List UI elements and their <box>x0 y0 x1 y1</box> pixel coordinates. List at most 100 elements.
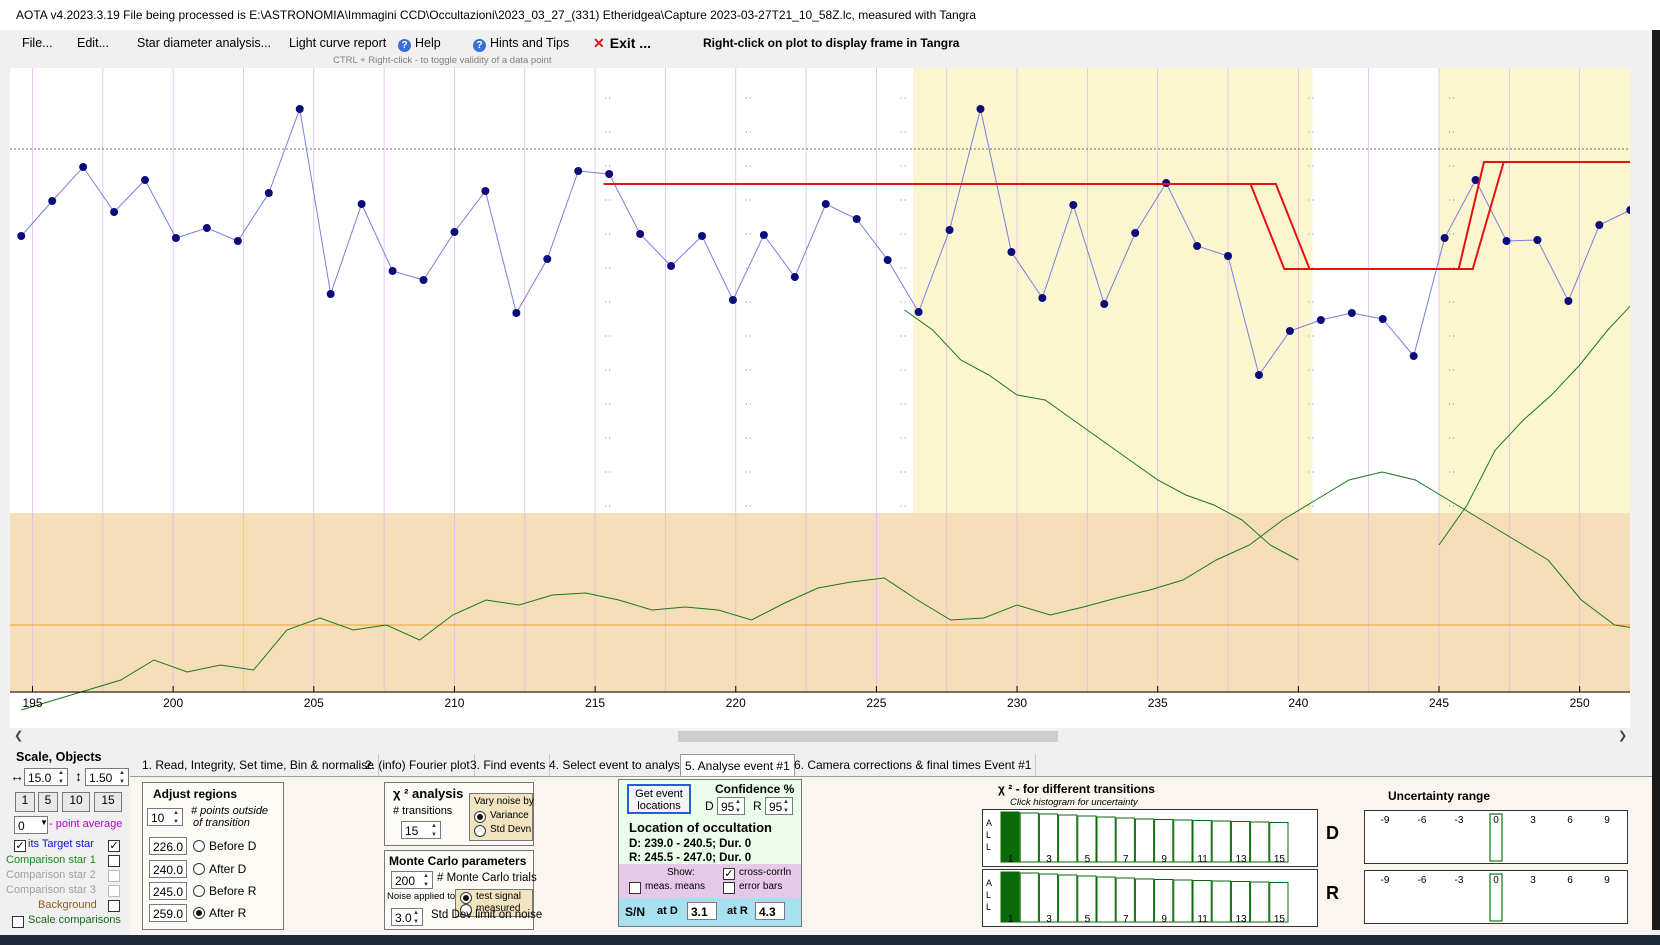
v-scale-icon: ↕ <box>75 768 82 784</box>
hist-r-bar <box>1096 876 1116 923</box>
plot-scrollbar[interactable]: ❮ ❯ <box>10 728 1630 745</box>
data-point <box>48 197 57 205</box>
hist-d-bar <box>1230 821 1251 863</box>
hist-d-bar <box>1154 819 1174 863</box>
tab-analyse-event[interactable]: 5. Analyse event #1 <box>680 754 795 777</box>
v-scale-spinner[interactable]: 1.50 <box>85 768 129 787</box>
before-d-field[interactable]: 226.0 <box>149 837 187 855</box>
monte-carlo-title: Monte Carlo parameters <box>389 854 527 868</box>
hist-d-bar <box>1019 812 1039 863</box>
confidence-r-spinner[interactable]: 95 <box>765 797 793 816</box>
point-average-select[interactable]: 0 <box>14 816 48 834</box>
scale-button-10[interactable]: 10 <box>62 792 90 812</box>
point-average-label: - point average <box>49 818 123 830</box>
data-point <box>171 234 180 242</box>
sn-at-d-label: at D <box>657 905 678 917</box>
std-devn-label: Std Devn <box>490 824 532 835</box>
light-curve-plot[interactable]: 1952002052102152202252302352402452502552… <box>10 68 1630 728</box>
hist-d-bar <box>1250 821 1270 863</box>
scale-button-5[interactable]: 5 <box>38 792 58 812</box>
target-star-checkbox-a[interactable] <box>14 840 26 852</box>
data-point <box>110 208 119 216</box>
cross-corrln-checkbox[interactable] <box>723 868 735 880</box>
scale-objects-panel: Scale, Objects ↔ 15.0 ↕ 1.50 1 5 10 15 0… <box>0 748 130 935</box>
after-d-label: After D <box>209 862 247 876</box>
menu-exit[interactable]: ✕ Exit ... <box>593 35 651 52</box>
scale-button-15[interactable]: 15 <box>94 792 122 812</box>
comparison-star-3-checkbox[interactable] <box>108 885 120 897</box>
measured-radio[interactable] <box>460 904 472 916</box>
before-r-field[interactable]: 245.0 <box>149 882 187 900</box>
x-tick-label: 220 <box>726 696 746 710</box>
uncertainty-title: Uncertainty range <box>1388 789 1491 803</box>
tab-read-integrity[interactable]: 1. Read, Integrity, Set time, Bin & norm… <box>138 754 379 776</box>
hist-r-bar <box>1269 882 1289 923</box>
variance-radio[interactable] <box>474 811 486 823</box>
uncertainty-r-tick: 3 <box>1530 875 1536 886</box>
sn-at-d-value: 3.1 <box>687 902 717 920</box>
background-checkbox[interactable] <box>108 900 120 912</box>
uncertainty-d-tick: -6 <box>1418 815 1427 826</box>
window-edge <box>1652 30 1660 930</box>
get-event-locations-button[interactable]: Get event locations <box>627 784 691 814</box>
uncertainty-d-tick: -3 <box>1455 815 1464 826</box>
error-bars-checkbox[interactable] <box>723 882 735 894</box>
after-r-radio[interactable] <box>193 907 205 919</box>
x-tick-label: 225 <box>866 696 886 710</box>
scroll-right-icon[interactable]: ❯ <box>1618 730 1628 742</box>
std-devn-radio[interactable] <box>474 825 486 837</box>
chi-curve-r <box>1438 305 1630 546</box>
after-d-field[interactable]: 240.0 <box>149 860 187 878</box>
transitions-spinner[interactable]: 15 <box>401 821 441 840</box>
scale-comparisons-checkbox[interactable] <box>12 916 24 928</box>
tab-select-event[interactable]: 4. Select event to analyse <box>545 754 692 776</box>
uncertainty-d-tick: -9 <box>1381 815 1390 826</box>
menu-edit[interactable]: Edit... <box>77 36 109 50</box>
confidence-d-spinner[interactable]: 95 <box>717 797 745 816</box>
tab-find-events[interactable]: 3. Find events <box>466 754 551 776</box>
data-point <box>1069 201 1078 209</box>
scroll-left-icon[interactable]: ❮ <box>14 730 24 742</box>
comparison-star-2-checkbox[interactable] <box>108 870 120 882</box>
chi-hist-subtitle: Click histogram for uncertainty <box>1010 797 1138 808</box>
data-point <box>945 226 954 234</box>
tab-camera-corrections[interactable]: 6. Camera corrections & final times Even… <box>790 754 1037 776</box>
target-star-checkbox[interactable] <box>108 840 120 852</box>
scroll-thumb[interactable] <box>678 731 1058 742</box>
h-scale-spinner[interactable]: 15.0 <box>24 768 68 787</box>
menu-hints[interactable]: ? Hints and Tips <box>473 36 569 52</box>
chi2-analysis-box: χ ² analysis # transitions 15 Vary noise… <box>384 782 534 846</box>
cross-corrln-label: cross-corrln <box>739 867 792 878</box>
menu-help[interactable]: ? Help <box>398 36 441 52</box>
monte-carlo-trials-spinner[interactable]: 200 <box>391 871 433 890</box>
after-r-field[interactable]: 259.0 <box>149 904 187 922</box>
menu-light-curve-report[interactable]: Light curve report <box>289 36 387 50</box>
scale-button-1[interactable]: 1 <box>15 792 35 812</box>
points-outside-spinner[interactable]: 10 <box>147 808 183 827</box>
uncertainty-r-tick: -3 <box>1455 875 1464 886</box>
hist-r-bar-label: 13 <box>1235 914 1247 925</box>
after-d-radio[interactable] <box>193 863 205 875</box>
meas-means-checkbox[interactable] <box>629 882 641 894</box>
sn-at-r-value: 4.3 <box>755 902 785 920</box>
menu-star-diameter[interactable]: Star diameter analysis... <box>137 36 272 50</box>
before-r-radio[interactable] <box>193 885 205 897</box>
all-label: L <box>986 842 991 852</box>
points-outside-label: # points outside <box>191 805 269 817</box>
measured-label: measured <box>476 903 521 914</box>
before-d-radio[interactable] <box>193 840 205 852</box>
hist-r-bar-label: 7 <box>1123 914 1129 925</box>
chi2-title: χ ² analysis <box>393 786 464 801</box>
x-tick-label: 200 <box>163 696 183 710</box>
sn-box: S/N at D 3.1 at R 4.3 <box>619 898 801 926</box>
comparison-star-1-checkbox[interactable] <box>108 855 120 867</box>
menu-file[interactable]: File... <box>22 36 53 50</box>
test-signal-radio[interactable] <box>460 892 472 904</box>
data-point <box>264 189 273 197</box>
meas-means-label: meas. means <box>645 881 706 892</box>
tab-fourier-plot[interactable]: 2. (info) Fourier plot <box>361 754 475 776</box>
std-dev-limit-spinner[interactable]: 3.0 <box>391 908 423 927</box>
confidence-r-label: R <box>753 799 762 813</box>
